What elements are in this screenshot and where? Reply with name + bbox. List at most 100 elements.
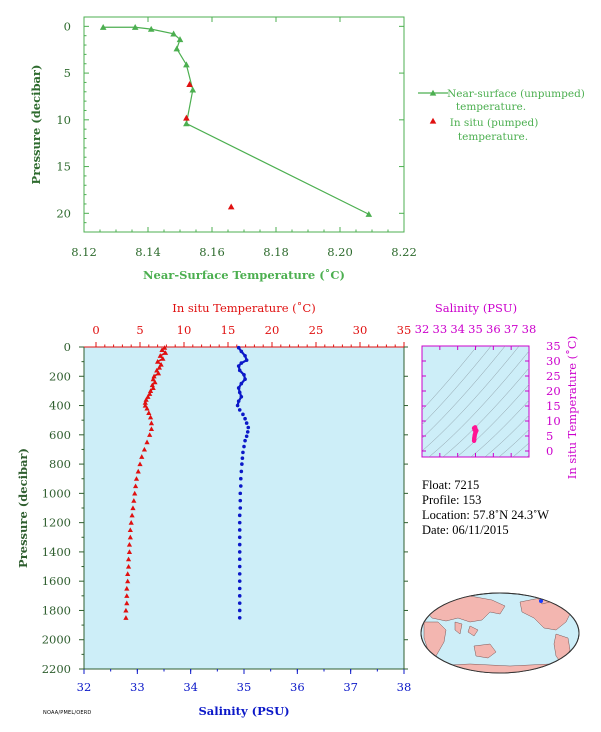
temperature-profile-point bbox=[133, 476, 140, 481]
date-text: Date: 06/11/2015 bbox=[422, 523, 509, 537]
profile-number-text: Profile: 153 bbox=[422, 493, 482, 507]
salinity-profile-point bbox=[238, 506, 243, 510]
legend-triangle-green bbox=[429, 89, 437, 96]
temperature-profile-point bbox=[159, 347, 165, 353]
footer-code-text: NOAA/PMEL/OERD bbox=[43, 710, 92, 716]
temperature-profile-point bbox=[142, 400, 148, 405]
unpumped-temperature-point bbox=[365, 210, 373, 217]
salinity-profile-point bbox=[237, 528, 242, 532]
ts-y-tick-label: 15 bbox=[546, 399, 561, 413]
salinity-profile-point bbox=[245, 430, 250, 434]
salinity-profile-point bbox=[236, 386, 241, 390]
salinity-profile-point bbox=[240, 462, 244, 466]
temperature-tick-label: 10 bbox=[177, 323, 192, 337]
ts-density-contour bbox=[512, 442, 529, 457]
salinity-profile-point bbox=[239, 394, 244, 399]
temperature-profile-point bbox=[145, 394, 151, 399]
salinity-profile-point bbox=[243, 416, 247, 421]
legend-entry-unpumped-2: temperature. bbox=[456, 101, 526, 113]
top-y-tick-label: 20 bbox=[56, 206, 71, 220]
ts-x-tick-label: 37 bbox=[504, 322, 519, 336]
salinity-axis-label: Salinity (PSU) bbox=[198, 704, 289, 718]
pumped-temperature-point bbox=[227, 203, 235, 210]
salinity-tick-label: 37 bbox=[343, 680, 358, 694]
salinity-profile-point bbox=[237, 513, 242, 518]
temperature-profile-point bbox=[162, 350, 169, 355]
top-y-tick-label: 15 bbox=[56, 160, 71, 174]
temperature-profile-point bbox=[123, 607, 129, 613]
salinity-profile-point bbox=[239, 361, 244, 365]
ts-y-tick-label: 25 bbox=[546, 369, 561, 383]
antarctica-shape bbox=[424, 663, 576, 673]
temperature-profile-point bbox=[156, 364, 162, 370]
salinity-profile-point bbox=[237, 586, 242, 591]
temperature-profile-point bbox=[132, 490, 138, 496]
africa-shape bbox=[423, 621, 447, 657]
temperature-tick-label: 15 bbox=[221, 323, 236, 337]
temperature-profile-point bbox=[150, 376, 156, 382]
temperature-profile-point bbox=[146, 410, 152, 415]
salinity-profile-point bbox=[238, 498, 243, 503]
salinity-profile-point bbox=[241, 412, 245, 417]
legend-entry-pumped: In situ (pumped) bbox=[450, 117, 539, 129]
unpumped-temperature-point bbox=[189, 86, 197, 93]
temperature-profile-point bbox=[129, 512, 135, 518]
map-border bbox=[420, 592, 580, 674]
temperature-profile-point bbox=[125, 563, 132, 569]
salinity-profile-point bbox=[239, 476, 243, 481]
unpumped-temperature-point bbox=[183, 61, 190, 68]
temperature-salinity-profile-chart: 0 5 10 15 20 25 30 35 In situ Temperature (˚C) 32… bbox=[16, 301, 411, 718]
location-text: Location: 57.8˚N 24.3˚W bbox=[422, 508, 550, 522]
ts-density-contour bbox=[498, 429, 529, 457]
salinity-profile-point bbox=[240, 456, 245, 461]
temperature-profile-point bbox=[127, 534, 133, 540]
salinity-profile-point bbox=[244, 358, 249, 362]
ts-x-tick-label: 32 bbox=[415, 322, 430, 336]
top-x-tick-label: 8.14 bbox=[135, 245, 161, 259]
temperature-profile-point bbox=[148, 420, 155, 426]
temperature-profile-point bbox=[151, 373, 157, 379]
temperature-profile-point bbox=[126, 549, 133, 554]
salinity-profile-point bbox=[244, 434, 249, 439]
ts-density-contour bbox=[484, 414, 529, 457]
top-y-tick-label: 5 bbox=[64, 66, 71, 80]
top-x-tick-label: 8.12 bbox=[71, 245, 97, 259]
ts-x-tick-label: 33 bbox=[433, 322, 448, 336]
pumped-temperature-point bbox=[183, 114, 190, 121]
temperature-profile-point bbox=[162, 345, 168, 350]
salinity-profile-point bbox=[237, 608, 242, 613]
float-id-text: Float: 7215 bbox=[422, 478, 480, 492]
salinity-profile-point bbox=[238, 491, 243, 496]
ts-density-contour bbox=[442, 367, 529, 457]
ts-y-tick-label: 35 bbox=[546, 339, 561, 353]
top-x-tick-label: 8.18 bbox=[263, 245, 289, 259]
salinity-profile-point bbox=[237, 572, 242, 576]
temperature-profile-point bbox=[149, 382, 155, 388]
ts-density-contour bbox=[422, 346, 520, 452]
temperature-profile-point bbox=[160, 356, 166, 361]
unpumped-temperature-line bbox=[103, 26, 370, 215]
salinity-profile-point bbox=[237, 594, 242, 598]
temperature-profile-point bbox=[126, 541, 133, 547]
ts-density-contour bbox=[422, 346, 492, 425]
salinity-profile-point bbox=[237, 535, 242, 540]
temperature-profile-point bbox=[131, 498, 137, 503]
salinity-profile-point bbox=[246, 425, 251, 430]
legend-entry-pumped-2: temperature. bbox=[458, 131, 528, 143]
pressure-tick-label: 1800 bbox=[42, 603, 71, 617]
salinity-profile-point bbox=[242, 444, 246, 449]
temperature-profile-point bbox=[154, 367, 160, 373]
australia-shape bbox=[473, 643, 497, 659]
salinity-profile-point bbox=[242, 373, 246, 377]
unpumped-temperature-point bbox=[99, 23, 107, 30]
temperature-profile-point bbox=[127, 527, 133, 533]
unpumped-temperature-point bbox=[147, 25, 155, 32]
pumped-temperature-point bbox=[186, 81, 193, 87]
temperature-profile-point bbox=[152, 379, 158, 385]
pressure-tick-label: 2000 bbox=[42, 633, 71, 647]
temperature-profile-point bbox=[128, 520, 134, 525]
salinity-profile-point bbox=[239, 469, 244, 474]
salinity-profile-point bbox=[241, 450, 245, 455]
